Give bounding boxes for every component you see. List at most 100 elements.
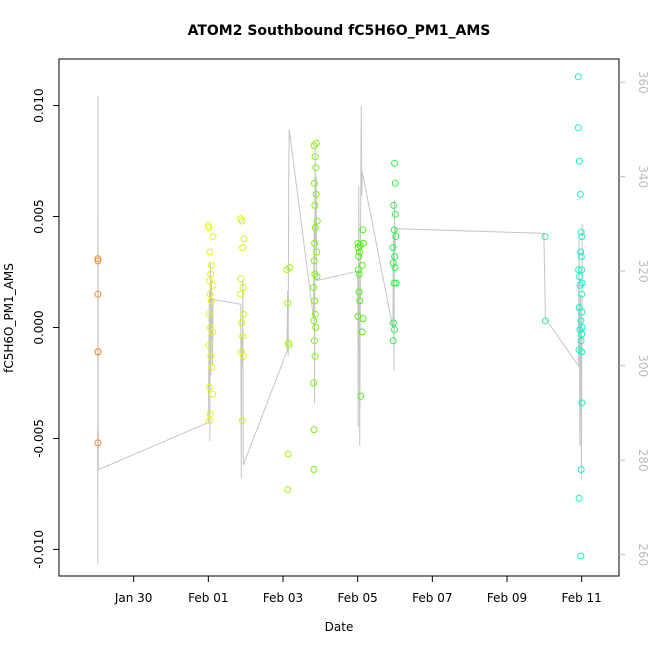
- points-layer: [94, 73, 586, 560]
- data-point: [312, 324, 320, 331]
- data-point: [354, 266, 362, 274]
- y2-tick-label: 300: [636, 354, 650, 377]
- data-point: [575, 494, 583, 502]
- data-point: [356, 248, 363, 256]
- data-point: [94, 257, 102, 265]
- data-point: [205, 277, 213, 285]
- data-point: [359, 239, 367, 247]
- data-point: [574, 73, 582, 81]
- data-point: [284, 450, 292, 458]
- data-point: [390, 279, 398, 287]
- data-point: [576, 326, 584, 334]
- data-point: [312, 190, 320, 198]
- data-point: [238, 319, 245, 327]
- chart-title: ATOM2 Southbound fC5H6O_PM1_AMS: [188, 23, 491, 39]
- data-point: [359, 226, 367, 234]
- data-point: [391, 326, 398, 334]
- y2-tick-label: 360: [636, 71, 650, 94]
- data-point: [355, 253, 363, 260]
- data-point: [311, 297, 319, 305]
- data-point: [578, 308, 586, 316]
- data-point: [576, 281, 584, 289]
- data-point: [310, 179, 318, 187]
- data-point: [390, 226, 398, 234]
- y2-tick-label: 280: [636, 449, 650, 472]
- data-point: [205, 341, 213, 349]
- data-point: [577, 337, 585, 345]
- data-point: [313, 273, 321, 280]
- data-point: [206, 290, 214, 298]
- data-point: [94, 439, 102, 447]
- data-point: [310, 379, 318, 387]
- data-point: [312, 164, 320, 172]
- data-point: [310, 142, 318, 149]
- data-point: [578, 233, 586, 240]
- data-point: [578, 266, 586, 274]
- data-point: [284, 486, 292, 493]
- y2-tick-label: 260: [636, 543, 650, 566]
- data-point: [205, 224, 213, 232]
- y-tick-label: 0.010: [32, 88, 46, 122]
- data-point: [209, 390, 217, 398]
- data-point: [575, 266, 583, 274]
- data-point: [311, 224, 319, 232]
- data-point: [392, 279, 400, 287]
- y-axis: -0.010 -0.005 0.000 0.005 0.010: [32, 88, 59, 569]
- data-point: [206, 248, 214, 256]
- data-point: [390, 201, 398, 209]
- data-point: [207, 352, 215, 360]
- data-point: [389, 337, 397, 345]
- data-point: [311, 201, 319, 209]
- data-point: [285, 341, 293, 349]
- data-point: [357, 392, 365, 400]
- data-point: [358, 328, 366, 336]
- data-point: [355, 270, 363, 278]
- data-point: [578, 324, 586, 331]
- data-point: [311, 270, 319, 278]
- data-point: [575, 157, 583, 165]
- y2-axis: 260 280 300 320 340 360: [619, 71, 650, 566]
- y2-tick-label: 340: [636, 165, 650, 188]
- data-point: [310, 317, 318, 325]
- data-point: [209, 328, 216, 336]
- data-point: [311, 352, 319, 360]
- y2-tick-label: 320: [636, 260, 650, 283]
- x-axis: Jan 30 Feb 01 Feb 03 Feb 05 Feb 07 Feb 09 Feb …: [114, 576, 602, 605]
- data-point: [578, 290, 586, 298]
- data-point: [206, 410, 214, 418]
- data-point: [239, 332, 247, 340]
- data-point: [358, 261, 366, 269]
- data-point: [311, 239, 319, 247]
- secondary-line-layer: [97, 96, 583, 565]
- data-point: [391, 253, 399, 260]
- data-point: [576, 190, 584, 198]
- data-point: [391, 179, 399, 187]
- data-point: [94, 348, 102, 356]
- x-tick-label: Feb 07: [412, 591, 452, 605]
- data-point: [392, 210, 399, 218]
- data-point: [310, 466, 318, 473]
- data-point: [239, 244, 247, 252]
- plot-frame: [58, 58, 620, 577]
- data-point: [239, 352, 247, 360]
- data-point: [238, 217, 246, 225]
- data-point: [356, 297, 364, 305]
- data-point: [355, 288, 363, 296]
- data-point: [577, 317, 585, 325]
- y-tick-label: 0.005: [32, 199, 46, 233]
- data-point: [578, 330, 586, 338]
- data-point: [94, 255, 102, 263]
- data-point: [206, 324, 214, 331]
- x-tick-label: Jan 30: [114, 591, 153, 605]
- data-point: [209, 233, 217, 240]
- data-point: [578, 279, 586, 287]
- data-point: [392, 233, 400, 240]
- x-tick-label: Feb 01: [188, 591, 228, 605]
- x-tick-label: Feb 05: [337, 591, 377, 605]
- data-point: [389, 259, 397, 267]
- y-tick-label: -0.005: [32, 419, 46, 458]
- data-point: [240, 310, 248, 318]
- data-point: [313, 217, 321, 225]
- y-tick-label: 0.000: [32, 310, 46, 344]
